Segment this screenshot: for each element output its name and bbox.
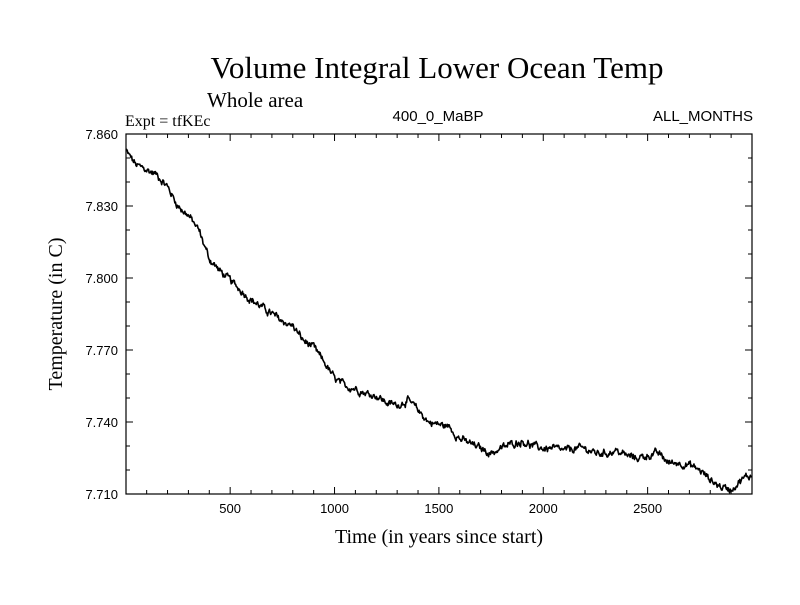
ticks-layer — [126, 133, 752, 495]
annotation-left: Expt = tfKEc — [125, 113, 210, 130]
x-tick-label: 2500 — [633, 501, 662, 516]
x-tick-label: 2000 — [529, 501, 558, 516]
y-tick-label: 7.800 — [85, 271, 118, 286]
x-tick-label: 1000 — [320, 501, 349, 516]
annotation-center: 400_0_MaBP — [393, 108, 484, 125]
series-line — [125, 148, 753, 494]
y-axis-label: Temperature (in C) — [45, 238, 67, 391]
y-tick-label: 7.740 — [85, 415, 118, 430]
annotation-right: ALL_MONTHS — [653, 108, 753, 125]
y-tick-label: 7.830 — [85, 199, 118, 214]
tick-labels-layer: 500 1000 1500 2000 2500 7.710 7.740 7.770 7.800 7… — [85, 127, 662, 516]
plot-frame — [125, 133, 753, 495]
x-axis-label: Time (in years since start) — [335, 526, 543, 548]
y-tick-label: 7.860 — [85, 127, 118, 142]
series-layer — [125, 148, 753, 494]
x-tick-label: 1500 — [424, 501, 453, 516]
y-tick-label: 7.770 — [85, 343, 118, 358]
y-tick-label: 7.710 — [85, 487, 118, 502]
chart-subtitle: Whole area — [207, 88, 304, 112]
x-tick-label: 500 — [219, 501, 241, 516]
chart-title: Volume Integral Lower Ocean Temp — [211, 50, 664, 85]
